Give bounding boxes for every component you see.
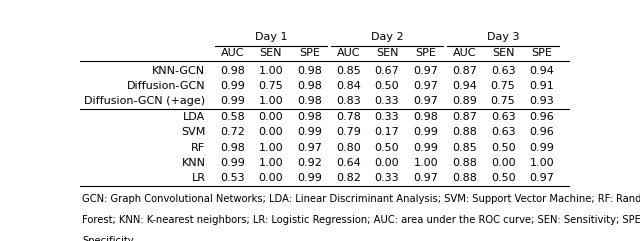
Text: 0.00: 0.00 (374, 158, 399, 168)
Text: 0.98: 0.98 (297, 66, 322, 76)
Text: AUC: AUC (337, 48, 360, 58)
Text: 0.94: 0.94 (452, 81, 477, 91)
Text: 0.97: 0.97 (297, 143, 322, 153)
Text: SPE: SPE (300, 48, 320, 58)
Text: 0.88: 0.88 (452, 174, 477, 183)
Text: LDA: LDA (184, 112, 205, 122)
Text: 1.00: 1.00 (529, 158, 554, 168)
Text: Diffusion-GCN: Diffusion-GCN (127, 81, 205, 91)
Text: 0.99: 0.99 (220, 158, 244, 168)
Text: 0.67: 0.67 (374, 66, 399, 76)
Text: 0.87: 0.87 (452, 66, 477, 76)
Text: 0.85: 0.85 (452, 143, 477, 153)
Text: 0.58: 0.58 (220, 112, 244, 122)
Text: Specificity.: Specificity. (83, 236, 136, 241)
Text: 0.99: 0.99 (297, 127, 322, 137)
Text: SPE: SPE (531, 48, 552, 58)
Text: LR: LR (191, 174, 205, 183)
Text: 0.00: 0.00 (491, 158, 515, 168)
Text: SEN: SEN (260, 48, 282, 58)
Text: SEN: SEN (492, 48, 515, 58)
Text: 0.96: 0.96 (529, 127, 554, 137)
Text: 0.53: 0.53 (220, 174, 244, 183)
Text: 0.72: 0.72 (220, 127, 244, 137)
Text: AUC: AUC (221, 48, 244, 58)
Text: 0.91: 0.91 (529, 81, 554, 91)
Text: 0.99: 0.99 (220, 81, 244, 91)
Text: 0.98: 0.98 (297, 96, 322, 107)
Text: KNN: KNN (182, 158, 205, 168)
Text: 0.75: 0.75 (491, 96, 515, 107)
Text: Diffusion-GCN (+age): Diffusion-GCN (+age) (84, 96, 205, 107)
Text: 0.75: 0.75 (259, 81, 284, 91)
Text: 0.99: 0.99 (297, 174, 322, 183)
Text: 0.78: 0.78 (336, 112, 361, 122)
Text: 0.75: 0.75 (491, 81, 515, 91)
Text: 0.97: 0.97 (413, 81, 438, 91)
Text: 0.97: 0.97 (413, 174, 438, 183)
Text: 0.33: 0.33 (374, 96, 399, 107)
Text: 0.92: 0.92 (297, 158, 322, 168)
Text: 0.64: 0.64 (336, 158, 361, 168)
Text: SPE: SPE (415, 48, 436, 58)
Text: 1.00: 1.00 (259, 66, 284, 76)
Text: 0.80: 0.80 (336, 143, 361, 153)
Text: 0.83: 0.83 (336, 96, 361, 107)
Text: 0.00: 0.00 (259, 174, 284, 183)
Text: KNN-GCN: KNN-GCN (152, 66, 205, 76)
Text: AUC: AUC (452, 48, 476, 58)
Text: 0.98: 0.98 (297, 81, 322, 91)
Text: SEN: SEN (376, 48, 398, 58)
Text: 0.50: 0.50 (491, 143, 515, 153)
Text: 0.50: 0.50 (374, 81, 399, 91)
Text: 0.88: 0.88 (452, 127, 477, 137)
Text: 0.89: 0.89 (452, 96, 477, 107)
Text: 0.99: 0.99 (413, 143, 438, 153)
Text: Day 2: Day 2 (371, 32, 403, 42)
Text: 0.94: 0.94 (529, 66, 554, 76)
Text: SVM: SVM (181, 127, 205, 137)
Text: 0.33: 0.33 (374, 112, 399, 122)
Text: 0.50: 0.50 (374, 143, 399, 153)
Text: 0.98: 0.98 (297, 112, 322, 122)
Text: 0.50: 0.50 (491, 174, 515, 183)
Text: 0.97: 0.97 (413, 66, 438, 76)
Text: 0.79: 0.79 (336, 127, 361, 137)
Text: 0.96: 0.96 (529, 112, 554, 122)
Text: 0.99: 0.99 (413, 127, 438, 137)
Text: 0.98: 0.98 (220, 143, 244, 153)
Text: 0.82: 0.82 (336, 174, 361, 183)
Text: 1.00: 1.00 (413, 158, 438, 168)
Text: 0.93: 0.93 (529, 96, 554, 107)
Text: 0.33: 0.33 (374, 174, 399, 183)
Text: 0.63: 0.63 (491, 127, 515, 137)
Text: 0.63: 0.63 (491, 112, 515, 122)
Text: 0.00: 0.00 (259, 112, 284, 122)
Text: 0.97: 0.97 (529, 174, 554, 183)
Text: GCN: Graph Convolutional Networks; LDA: Linear Discriminant Analysis; SVM: Suppo: GCN: Graph Convolutional Networks; LDA: … (83, 194, 640, 204)
Text: Day 1: Day 1 (255, 32, 287, 42)
Text: 0.85: 0.85 (336, 66, 361, 76)
Text: 0.98: 0.98 (220, 66, 244, 76)
Text: 1.00: 1.00 (259, 143, 284, 153)
Text: 0.17: 0.17 (374, 127, 399, 137)
Text: 0.97: 0.97 (413, 96, 438, 107)
Text: 0.88: 0.88 (452, 158, 477, 168)
Text: Forest; KNN: K-nearest neighbors; LR: Logistic Regression; AUC: area under the R: Forest; KNN: K-nearest neighbors; LR: Lo… (83, 215, 640, 225)
Text: RF: RF (191, 143, 205, 153)
Text: 0.84: 0.84 (336, 81, 361, 91)
Text: 0.99: 0.99 (220, 96, 244, 107)
Text: 0.87: 0.87 (452, 112, 477, 122)
Text: Day 3: Day 3 (487, 32, 519, 42)
Text: 0.63: 0.63 (491, 66, 515, 76)
Text: 1.00: 1.00 (259, 158, 284, 168)
Text: 1.00: 1.00 (259, 96, 284, 107)
Text: 0.00: 0.00 (259, 127, 284, 137)
Text: 0.98: 0.98 (413, 112, 438, 122)
Text: 0.99: 0.99 (529, 143, 554, 153)
